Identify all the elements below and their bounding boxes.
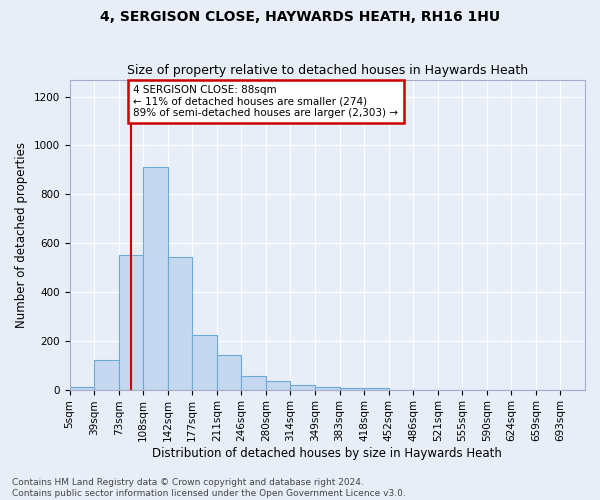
Bar bbox=[217, 356, 241, 390]
Bar bbox=[340, 388, 364, 390]
Bar bbox=[266, 381, 290, 390]
Bar bbox=[192, 334, 217, 390]
Y-axis label: Number of detached properties: Number of detached properties bbox=[15, 142, 28, 328]
Text: 4, SERGISON CLOSE, HAYWARDS HEATH, RH16 1HU: 4, SERGISON CLOSE, HAYWARDS HEATH, RH16 … bbox=[100, 10, 500, 24]
Bar bbox=[119, 256, 143, 390]
Text: 4 SERGISON CLOSE: 88sqm
← 11% of detached houses are smaller (274)
89% of semi-d: 4 SERGISON CLOSE: 88sqm ← 11% of detache… bbox=[133, 85, 398, 118]
Bar bbox=[315, 387, 340, 390]
Bar bbox=[241, 376, 266, 390]
Bar bbox=[70, 387, 94, 390]
Title: Size of property relative to detached houses in Haywards Heath: Size of property relative to detached ho… bbox=[127, 64, 528, 77]
Bar bbox=[143, 168, 168, 390]
Bar bbox=[290, 384, 315, 390]
Bar bbox=[94, 360, 119, 390]
X-axis label: Distribution of detached houses by size in Haywards Heath: Distribution of detached houses by size … bbox=[152, 447, 502, 460]
Bar bbox=[364, 388, 389, 390]
Bar bbox=[168, 256, 192, 390]
Text: Contains HM Land Registry data © Crown copyright and database right 2024.
Contai: Contains HM Land Registry data © Crown c… bbox=[12, 478, 406, 498]
